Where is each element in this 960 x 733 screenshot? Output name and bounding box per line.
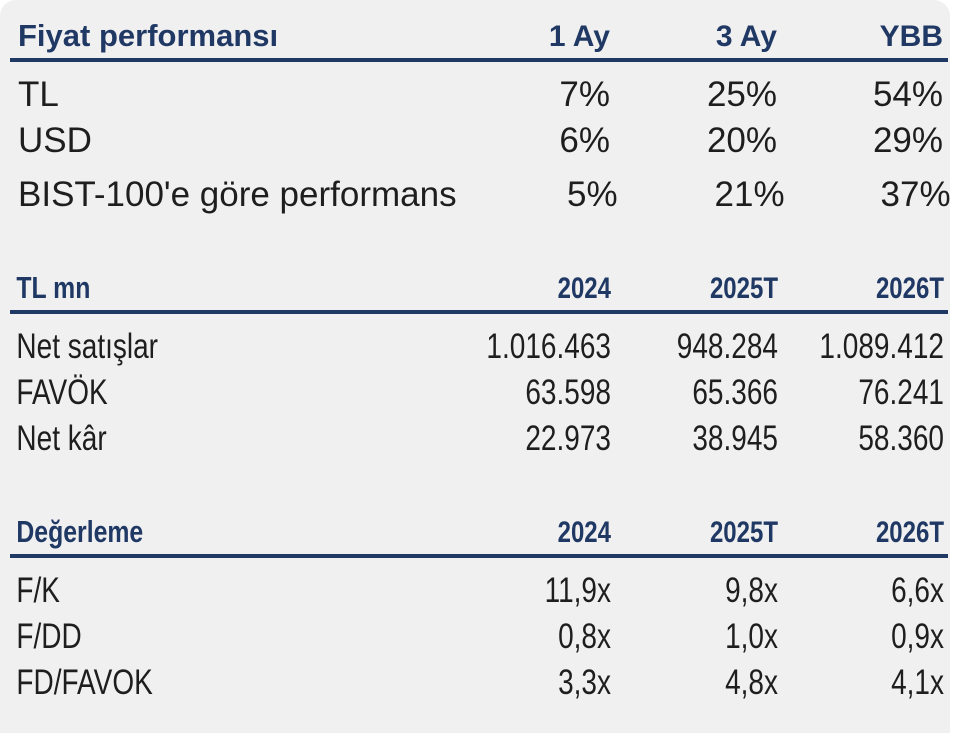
table-row-net-sales: Net satışlar 1.016.463 948.284 1.089.412 — [10, 324, 948, 370]
column-header-2026t: 2026T — [875, 516, 944, 549]
cell-value: 7% — [559, 75, 610, 114]
cell-value: 54% — [872, 75, 943, 114]
section-title: TL mn — [16, 270, 91, 305]
section-title: Fiyat performansı — [18, 18, 279, 53]
table-row-fd-favok: FD/FAVOK 3,3x 4,8x 4,1x — [10, 660, 948, 706]
column-header-2024: 2024 — [557, 272, 611, 305]
section-financials-tl-mn: TL mn 2024 2025T 2026T Net satışlar 1.01… — [10, 268, 948, 462]
cell-value: 4,1x — [891, 663, 944, 702]
row-label: FD/FAVOK — [16, 663, 153, 702]
cell-value: 0,9x — [891, 617, 944, 656]
cell-value: 25% — [706, 75, 777, 114]
cell-value: 63.598 — [525, 373, 611, 412]
cell-value: 1.016.463 — [486, 327, 611, 366]
table-row-tl: TL 7% 25% 54% — [10, 72, 948, 118]
section-valuation: Değerleme 2024 2025T 2026T F/K 11,9x 9,8… — [10, 512, 948, 706]
column-header-2025t: 2025T — [709, 516, 778, 549]
cell-value: 948.284 — [676, 327, 778, 366]
row-label: Net kâr — [16, 419, 107, 458]
cell-value: 37% — [880, 175, 951, 214]
price-performance-header-row: Fiyat performansı 1 Ay 3 Ay YBB — [10, 16, 948, 62]
financials-table: Fiyat performansı 1 Ay 3 Ay YBB TL 7% 25… — [10, 0, 951, 706]
valuation-header-row: Değerleme 2024 2025T 2026T — [10, 512, 948, 558]
table-row-bist-relative: BIST-100'e göre performans 5% 21% 37% — [10, 172, 951, 218]
cell-value: 58.360 — [858, 419, 944, 458]
column-header-2024: 2024 — [557, 516, 611, 549]
section-title: Değerleme — [16, 514, 144, 549]
cell-value: 3,3x — [558, 663, 611, 702]
financials-rows: Net satışlar 1.016.463 948.284 1.089.412… — [10, 324, 948, 462]
cell-value: 65.366 — [692, 373, 778, 412]
financials-header-row: TL mn 2024 2025T 2026T — [10, 268, 948, 314]
cell-value: 1,0x — [725, 617, 778, 656]
row-label: BIST-100'e göre performans — [18, 175, 457, 214]
cell-value: 6,6x — [891, 571, 944, 610]
cell-value: 76.241 — [858, 373, 944, 412]
section-price-performance: Fiyat performansı 1 Ay 3 Ay YBB TL 7% 25… — [10, 16, 951, 218]
column-header-2026t: 2026T — [875, 272, 944, 305]
row-label: Net satışlar — [16, 327, 159, 366]
cell-value: 9,8x — [725, 571, 778, 610]
cell-value: 20% — [706, 121, 777, 160]
column-header-1ay: 1 Ay — [548, 20, 610, 53]
cell-value: 22.973 — [525, 419, 611, 458]
valuation-rows: F/K 11,9x 9,8x 6,6x F/DD 0,8x 1,0x 0,9x … — [10, 568, 948, 706]
cell-value: 0,8x — [558, 617, 611, 656]
column-header-ybb: YBB — [879, 20, 943, 53]
column-header-2025t: 2025T — [709, 272, 778, 305]
row-label: F/K — [16, 571, 60, 610]
cell-value: 21% — [714, 175, 785, 214]
column-header-3ay: 3 Ay — [715, 20, 777, 53]
cell-value: 29% — [872, 121, 943, 160]
table-row-usd: USD 6% 20% 29% — [10, 118, 948, 164]
table-row-net-profit: Net kâr 22.973 38.945 58.360 — [10, 416, 948, 462]
row-label: F/DD — [16, 617, 82, 656]
cell-value: 11,9x — [544, 571, 611, 610]
table-row-favok: FAVÖK 63.598 65.366 76.241 — [10, 370, 948, 416]
cell-value: 6% — [559, 121, 610, 160]
cell-value: 4,8x — [725, 663, 778, 702]
row-label: TL — [18, 75, 59, 114]
price-performance-rows: TL 7% 25% 54% USD 6% 20% 29% BIST-100'e … — [10, 72, 951, 218]
cell-value: 5% — [566, 175, 618, 214]
table-row-fk: F/K 11,9x 9,8x 6,6x — [10, 568, 948, 614]
cell-value: 38.945 — [692, 419, 778, 458]
cell-value: 1.089.412 — [819, 327, 944, 366]
row-label: FAVÖK — [16, 373, 108, 412]
table-row-fdd: F/DD 0,8x 1,0x 0,9x — [10, 614, 948, 660]
row-label: USD — [18, 121, 92, 160]
